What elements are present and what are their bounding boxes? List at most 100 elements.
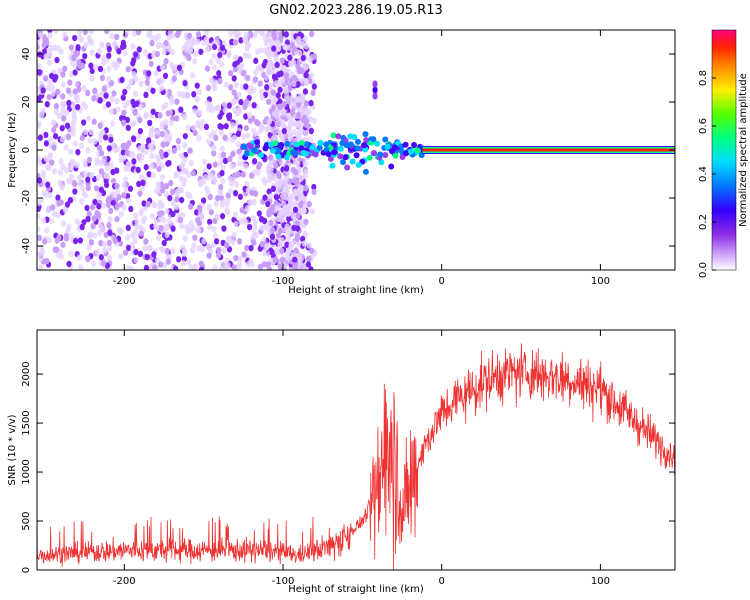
spectrogram-cell [107, 216, 113, 223]
spectrogram-cell [236, 263, 242, 270]
spectrogram-cell [265, 200, 271, 208]
spectrogram-cell [276, 120, 282, 127]
spectrogram-cell [211, 226, 217, 233]
spectrogram-cell [230, 150, 236, 158]
spectrogram-cell [44, 101, 50, 108]
spectrogram-cell [149, 152, 155, 160]
spectrogram-cell [296, 35, 302, 43]
spectrogram-cell [179, 196, 185, 204]
spectrogram-cell [112, 237, 118, 244]
spectrogram-cell [181, 180, 187, 187]
spectrogram-cell [46, 59, 53, 66]
spectrogram-cell [255, 119, 261, 127]
spectrogram-cell [55, 194, 61, 201]
snr-y-tick-label: 0 [21, 567, 32, 573]
spectrogram-cell [279, 32, 285, 39]
spectrogram-x-tick-label: 100 [591, 276, 610, 287]
spectrogram-cell [225, 112, 232, 120]
spectrogram-cell [303, 168, 309, 176]
spectrogram-cell [259, 94, 265, 101]
spectrogram-y-tick-label: -40 [21, 238, 32, 254]
carrier-band-core [422, 148, 675, 152]
spectrogram-cell [137, 152, 143, 159]
spectrogram-cell [97, 136, 104, 143]
spectrogram-cell [133, 75, 139, 82]
spectrogram-cell [125, 99, 131, 107]
spectrogram-cell [64, 201, 71, 208]
spectrogram-cell [101, 241, 108, 248]
spectrogram-cell [158, 224, 164, 232]
spectrogram-cell [259, 30, 265, 36]
spectrogram-cell [232, 39, 238, 46]
spectrogram-cell [222, 100, 228, 108]
spectrogram-cell [233, 220, 239, 228]
spectrogram-cell [238, 98, 244, 106]
spectrogram-cell [85, 176, 91, 183]
spectrogram-cell [308, 127, 314, 135]
spectrogram-cell [92, 232, 98, 239]
spectrogram-cell [37, 200, 41, 207]
spectrogram-cell [266, 31, 272, 38]
spectrogram-cell [177, 216, 184, 224]
spectrogram-cell [153, 187, 160, 195]
spectrogram-cell [96, 203, 102, 210]
spectrogram-cell [163, 39, 169, 47]
spectrogram-cell [194, 82, 200, 89]
spectrogram-cell [39, 244, 45, 251]
spectrogram-cell [252, 223, 258, 231]
spectrogram-cell [76, 254, 82, 261]
spectrogram-cell [281, 123, 287, 130]
spectrogram-cell [153, 35, 159, 42]
spectrogram-cell [202, 174, 209, 181]
spectrogram-cell [231, 231, 237, 239]
spectrogram-cell [160, 141, 166, 148]
spectrogram-cell [253, 69, 259, 76]
spectrogram-cell [248, 244, 254, 252]
spectrogram-cell [266, 98, 272, 105]
spectrogram-cell [196, 204, 202, 212]
spectrogram-cell [266, 211, 272, 218]
spectrogram-cell [143, 112, 149, 120]
spectrogram-cell [143, 148, 149, 155]
spectrogram-cell [295, 81, 301, 88]
spectrogram-carrier-cell [298, 145, 305, 152]
spectrogram-cell [244, 205, 251, 212]
spectrogram-cell [103, 181, 110, 189]
spectrogram-cell [138, 210, 144, 217]
spectrogram-cell [188, 159, 194, 167]
spectrogram-cell [223, 81, 229, 88]
snr-x-tick-label: -200 [113, 576, 136, 587]
spectrogram-cell [203, 123, 210, 131]
spectrogram-cell [179, 222, 185, 229]
spectrogram-cell [311, 188, 317, 196]
spectrogram-cell [82, 128, 89, 136]
spectrogram-cell [291, 80, 297, 88]
spectrogram-cell [148, 60, 154, 68]
spectrogram-cell [154, 257, 161, 264]
spectrogram-cell [250, 233, 256, 241]
spectrogram-cell [161, 239, 167, 247]
spectrogram-cell [170, 210, 176, 218]
spectrogram-cell [214, 238, 220, 245]
spectrogram-cell [146, 70, 152, 77]
spectrogram-cell [236, 238, 243, 245]
spectrogram-cell [135, 30, 142, 36]
spectrogram-cell [264, 84, 270, 91]
spectrogram-cell [65, 227, 71, 235]
spectrogram-cell [267, 193, 274, 200]
spectrogram-cell [170, 199, 176, 207]
spectrogram-cell [79, 134, 85, 142]
spectrogram-cell [303, 184, 309, 192]
spectrogram-cell [192, 234, 198, 241]
spectrogram-cell [174, 115, 180, 122]
spectrogram-cell [116, 194, 122, 201]
spectrogram-cell [105, 197, 111, 204]
spectrogram-cell [54, 246, 60, 254]
spectrogram-cell [237, 193, 243, 200]
spectrogram-cell [108, 136, 114, 143]
spectrogram-cell [295, 240, 302, 248]
colorbar [711, 29, 737, 271]
spectrogram-cell [274, 61, 280, 69]
spectrogram-cell [40, 87, 46, 94]
spectrogram-cell [45, 163, 51, 171]
